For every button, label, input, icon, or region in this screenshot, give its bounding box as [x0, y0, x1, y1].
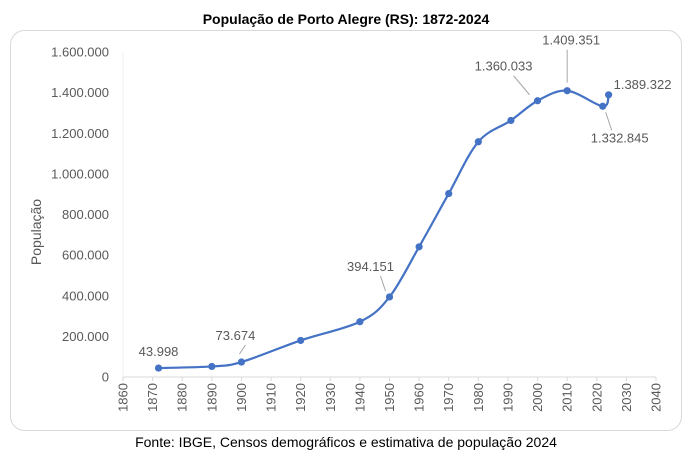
x-tick-label: 1860 [116, 383, 131, 412]
x-tick-label: 1870 [145, 383, 160, 412]
x-tick-label: 1930 [323, 383, 338, 412]
x-tick-label: 1950 [382, 383, 397, 412]
data-label: 1.409.351 [542, 33, 600, 48]
x-tick-label: 1980 [471, 383, 486, 412]
data-point [415, 243, 423, 251]
data-point [445, 189, 453, 198]
data-point [474, 138, 482, 146]
data-label: 1.332.845 [591, 130, 649, 145]
y-tick-label: 1.400.000 [51, 85, 109, 100]
label-leader-line [239, 344, 246, 355]
y-tick-label: 800.000 [62, 207, 109, 222]
y-tick-label: 400.000 [62, 288, 109, 303]
chart-frame [10, 30, 682, 431]
x-tick-label: 1890 [204, 383, 219, 412]
x-tick-label: 1960 [412, 383, 427, 412]
x-tick-label: 2010 [560, 383, 575, 412]
x-tick-label: 1920 [293, 383, 308, 412]
x-tick-label: 2040 [649, 383, 664, 412]
data-point [297, 336, 305, 345]
label-leader-line [513, 75, 530, 96]
label-leader-line [605, 112, 613, 131]
data-label: 43.998 [139, 344, 179, 359]
y-tick-label: 1.000.000 [51, 166, 109, 181]
data-point [605, 91, 613, 99]
y-tick-label: 600.000 [62, 248, 109, 263]
data-point [208, 362, 216, 371]
x-tick-label: 2030 [619, 383, 634, 412]
data-point [563, 87, 571, 95]
x-tick-label: 1900 [234, 383, 249, 412]
y-tick-label: 200.000 [62, 329, 109, 344]
data-label: 73.674 [216, 328, 256, 343]
data-point [237, 358, 246, 366]
x-tick-label: 2000 [530, 383, 545, 412]
source-note: Fonte: IBGE, Censos demográficos e estim… [135, 434, 557, 450]
data-label: 1.360.033 [475, 59, 533, 74]
x-tick-label: 1970 [441, 383, 456, 412]
data-point [154, 364, 163, 372]
y-tick-label: 1.600.000 [51, 45, 109, 60]
chart-title: População de Porto Alegre (RS): 1872-202… [203, 11, 490, 27]
x-tick-label: 2020 [589, 383, 604, 412]
data-point [533, 97, 542, 105]
label-leader-line [380, 275, 386, 292]
y-tick-label: 0 [102, 370, 109, 385]
data-point [356, 318, 364, 326]
y-tick-label: 1.200.000 [51, 126, 109, 141]
data-point [599, 102, 607, 110]
data-point [507, 116, 515, 125]
y-axis-label: População [28, 199, 44, 265]
x-tick-label: 1940 [352, 383, 367, 412]
data-label: 1.389.322 [614, 77, 672, 92]
x-tick-label: 1880 [175, 383, 190, 412]
data-point [385, 293, 394, 301]
x-tick-label: 1910 [264, 383, 279, 412]
data-label: 394.151 [347, 259, 394, 274]
x-tick-label: 1990 [500, 383, 515, 412]
